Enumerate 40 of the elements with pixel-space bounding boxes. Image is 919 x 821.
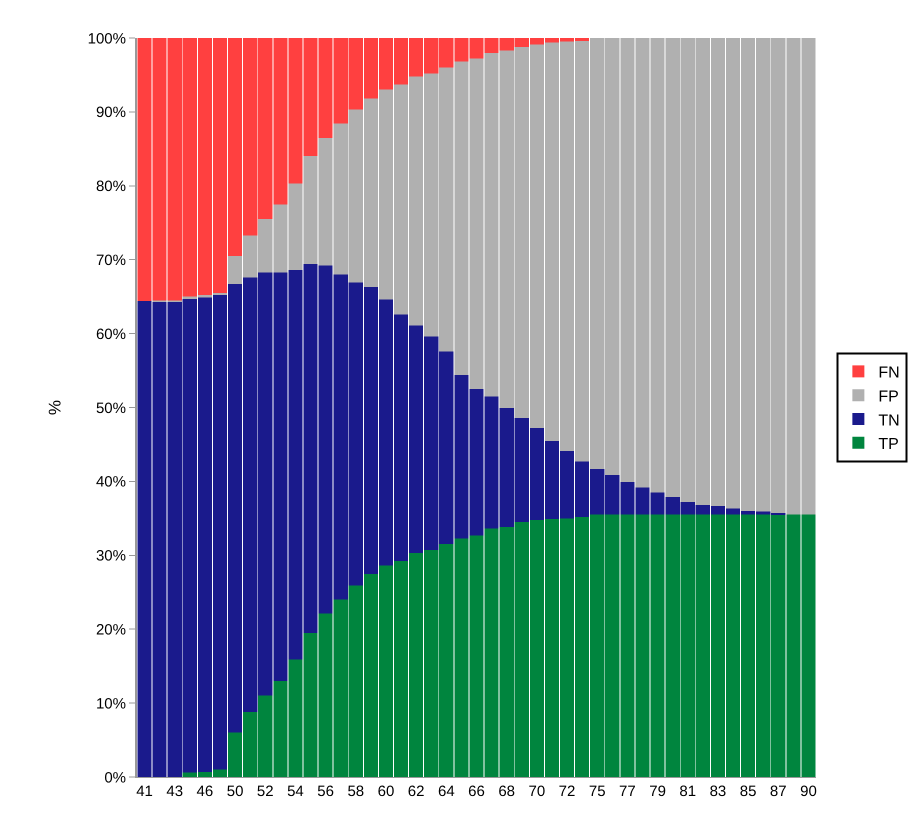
legend-label: FP — [878, 388, 899, 406]
x-tick-label: 87 — [770, 783, 787, 800]
legend-label: TN — [878, 412, 900, 430]
y-tick-label: 70% — [96, 252, 126, 269]
x-tick-label: 81 — [679, 783, 696, 800]
x-tick-label: 72 — [558, 783, 576, 800]
x-tick-label: 79 — [649, 783, 666, 800]
y-tick-label: 40% — [96, 474, 126, 491]
y-tick-label: 80% — [96, 178, 126, 196]
x-tick-label: 52 — [256, 783, 274, 800]
y-tick-label: 90% — [96, 104, 126, 122]
y-tick-label: 0% — [104, 769, 126, 786]
y-axis-title: % — [46, 400, 65, 416]
x-tick-label: 85 — [740, 783, 756, 800]
x-tick-label: 75 — [588, 783, 606, 800]
x-tick-label: 77 — [619, 783, 636, 800]
x-tick-label: 50 — [226, 783, 244, 800]
y-tick-label: 60% — [96, 326, 126, 343]
x-tick-label: 58 — [347, 783, 364, 800]
legend-label: FN — [878, 364, 900, 382]
x-tick-label: 68 — [498, 783, 516, 800]
y-tick-label: 20% — [96, 621, 126, 638]
x-tick-label: 90 — [800, 783, 817, 800]
x-tick-label: 62 — [408, 783, 424, 800]
x-tick-label: 41 — [136, 783, 153, 800]
y-tick-label: 30% — [96, 548, 126, 565]
x-tick-label: 64 — [438, 783, 455, 800]
y-tick-label: 100% — [88, 30, 126, 48]
x-tick-label: 46 — [196, 783, 214, 800]
y-tick-label: 10% — [96, 695, 126, 712]
x-tick-label: 70 — [528, 783, 546, 800]
y-tick-label: 50% — [96, 400, 126, 417]
legend-label: TP — [878, 436, 899, 454]
x-tick-label: 83 — [710, 783, 726, 800]
x-tick-label: 60 — [378, 783, 394, 800]
bar — [212, 292, 228, 296]
x-tick-label: 43 — [166, 783, 184, 800]
x-tick-label: 66 — [468, 783, 485, 800]
x-tick-label: 56 — [317, 783, 334, 800]
x-tick-label: 54 — [287, 783, 304, 800]
